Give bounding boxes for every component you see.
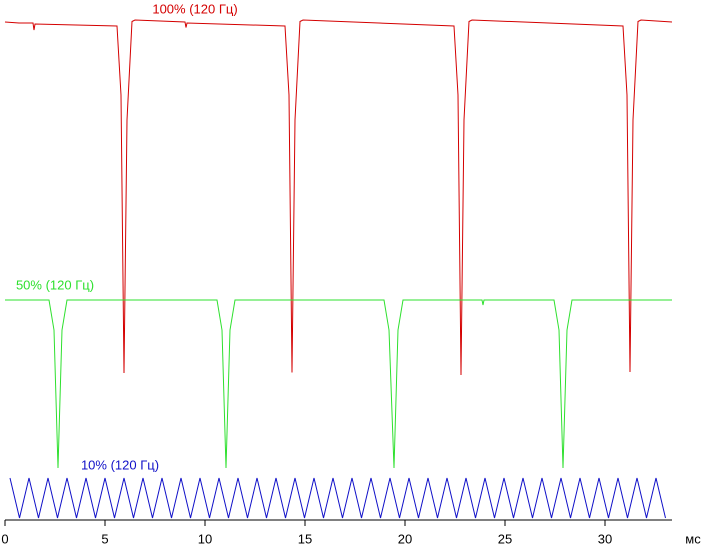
x-tick-label: 30 xyxy=(598,531,612,546)
x-tick-label: 5 xyxy=(101,531,108,546)
trace xyxy=(9,477,666,519)
trace-label: 100% (120 Гц) xyxy=(152,1,237,16)
trace xyxy=(5,299,672,469)
x-tick-label: 15 xyxy=(298,531,312,546)
x-axis-label: мс xyxy=(685,531,701,546)
trace-label: 50% (120 Гц) xyxy=(16,277,94,292)
x-tick-label: 10 xyxy=(198,531,212,546)
x-tick-label: 25 xyxy=(498,531,512,546)
x-tick-label: 20 xyxy=(398,531,412,546)
trace xyxy=(4,19,673,376)
trace-label: 10% (120 Гц) xyxy=(81,457,159,472)
x-tick-label: 0 xyxy=(1,531,8,546)
